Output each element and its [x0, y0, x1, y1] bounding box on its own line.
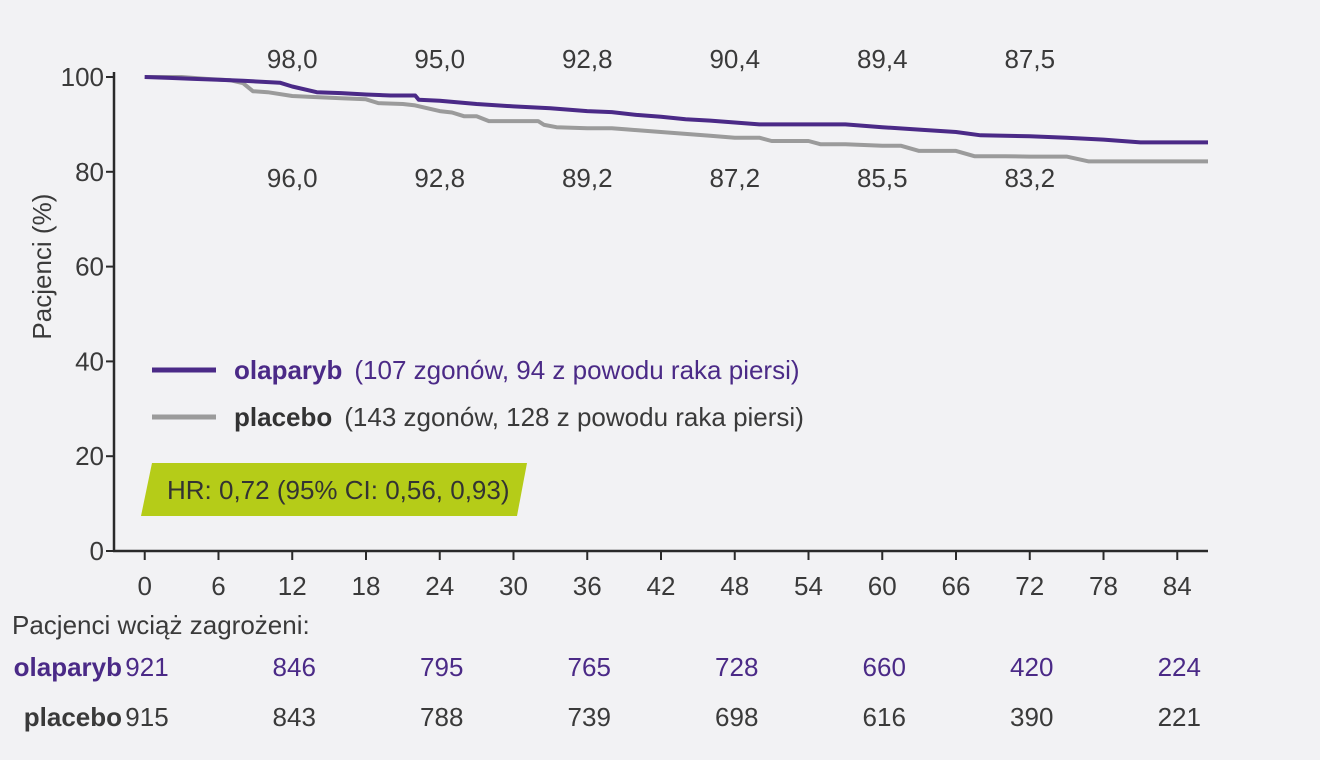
- annotations: 98,0 95,0 92,8 90,4 89,4 87,5 96,0 92,8 89,2 87,2…: [267, 44, 1055, 193]
- risk-row-placebo: placebo 915 843 788 739 698 616 390 221: [0, 702, 1320, 742]
- risk-value: 224: [1157, 652, 1201, 682]
- series-line-placebo: [144, 75, 1208, 164]
- risk-value: 698: [715, 702, 759, 732]
- risk-value: 728: [715, 652, 759, 682]
- legend-entry-olaparyb: olaparyb (107 zgonów, 94 z powodu raka pi…: [234, 355, 800, 385]
- annotation-olaparyb: 89,4: [857, 44, 908, 74]
- hr-box: [141, 463, 527, 516]
- annotation-placebo: 89,2: [562, 163, 613, 193]
- x-tick-label: 48: [720, 571, 749, 600]
- legend-entry-placebo: placebo (143 zgonów, 128 z powodu raka pi…: [234, 402, 804, 432]
- legend-detail: (107 zgonów, 94 z powodu raka piersi): [354, 355, 799, 385]
- annotation-placebo: 85,5: [857, 163, 908, 193]
- y-tick-label: 0: [90, 536, 104, 566]
- y-tick-label: 20: [75, 441, 104, 471]
- risk-value: 221: [1157, 702, 1201, 732]
- risk-value: 795: [420, 652, 464, 682]
- risk-value: 616: [862, 702, 906, 732]
- x-tick-label: 78: [1089, 571, 1118, 600]
- annotation-olaparyb: 90,4: [709, 44, 760, 74]
- risk-value: 788: [420, 702, 464, 732]
- y-tick-label: 60: [75, 252, 104, 282]
- x-tick-label: 24: [425, 571, 454, 600]
- x-tick-label: 12: [278, 571, 307, 600]
- y-tick-label: 100: [61, 62, 104, 92]
- annotation-placebo: 87,2: [709, 163, 760, 193]
- series-line-olaparyb: [144, 75, 1208, 145]
- annotation-placebo: 92,8: [414, 163, 465, 193]
- chart-body: 0 20 40 60 80 100 0 6 12 18 24 30 36 42 48 54 60 66 72 78 84…: [27, 62, 1208, 600]
- survival-curves: [144, 75, 1208, 164]
- risk-table-title: Pacjenci wciąż zagrożeni:: [12, 610, 310, 640]
- x-tick-label: 30: [499, 571, 528, 600]
- legend-label: olaparyb: [234, 355, 342, 385]
- x-tick-label: 18: [352, 571, 381, 600]
- x-tick-label: 72: [1015, 571, 1044, 600]
- risk-row-name: placebo: [23, 702, 122, 732]
- annotation-placebo: 83,2: [1004, 163, 1055, 193]
- risk-value: 739: [567, 702, 611, 732]
- legend-label: placebo: [234, 402, 332, 432]
- legend-detail: (143 zgonów, 128 z powodu raka piersi): [344, 402, 804, 432]
- risk-row-name: olaparyb: [13, 652, 122, 682]
- y-tick-label: 40: [75, 346, 104, 376]
- risk-value: 843: [272, 702, 316, 732]
- x-tick-label: 66: [942, 571, 971, 600]
- risk-value: 390: [1010, 702, 1054, 732]
- km-chart: 0 20 40 60 80 100 0 6 12 18 24 30 36 42 48 54 60 66 72 78 84…: [27, 44, 1208, 600]
- x-tick-label: 84: [1163, 571, 1192, 600]
- x-tick-label: 60: [868, 571, 897, 600]
- risk-value: 915: [125, 702, 169, 732]
- x-tick-label: 54: [794, 571, 823, 600]
- hr-label: HR: 0,72 (95% CI: 0,56, 0,93): [167, 475, 510, 505]
- legend: olaparyb (107 zgonów, 94 z powodu raka pi…: [141, 355, 804, 516]
- x-tick-label: 36: [573, 571, 602, 600]
- risk-value: 765: [567, 652, 611, 682]
- x-tick-label: 42: [647, 571, 676, 600]
- annotation-olaparyb: 87,5: [1004, 44, 1055, 74]
- y-tick-label: 80: [75, 157, 104, 187]
- annotation-olaparyb: 95,0: [414, 44, 465, 74]
- risk-value: 846: [272, 652, 316, 682]
- x-tick-label: 6: [211, 571, 225, 600]
- annotation-olaparyb: 92,8: [562, 44, 613, 74]
- risk-row-olaparyb: olaparyb 921 846 795 765 728 660 420 224: [0, 652, 1320, 692]
- risk-value: 660: [862, 652, 906, 682]
- annotation-placebo: 96,0: [267, 163, 318, 193]
- annotation-olaparyb: 98,0: [267, 44, 318, 74]
- risk-value: 420: [1010, 652, 1054, 682]
- x-tick-label: 0: [137, 571, 151, 600]
- risk-value: 921: [125, 652, 169, 682]
- y-axis-label: Pacjenci (%): [27, 194, 57, 340]
